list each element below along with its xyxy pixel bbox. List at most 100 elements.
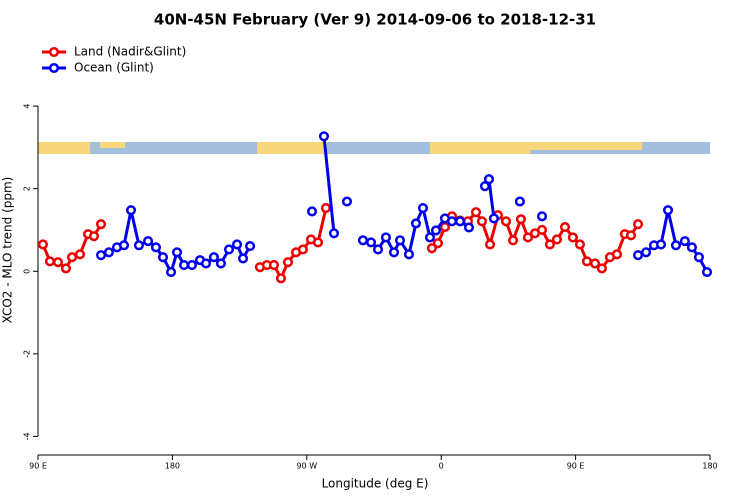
point: [143, 236, 154, 247]
point: [268, 260, 279, 271]
point: [446, 216, 458, 227]
point: [470, 207, 482, 218]
mask-land: [38, 142, 90, 154]
point: [328, 228, 340, 239]
x-tick-label: 180: [165, 462, 180, 471]
point: [245, 241, 256, 252]
point: [403, 249, 414, 260]
point: [200, 258, 212, 269]
point: [380, 232, 391, 243]
point: [596, 263, 607, 274]
point: [372, 244, 384, 255]
point: [275, 273, 287, 284]
point: [574, 239, 585, 250]
point: [515, 214, 526, 225]
point: [232, 239, 243, 250]
point: [479, 181, 491, 192]
x-tick-label: 0: [439, 462, 444, 471]
point: [426, 243, 437, 254]
point: [157, 252, 169, 263]
point: [544, 239, 555, 250]
point: [208, 252, 219, 263]
point: [632, 219, 644, 230]
point: [37, 239, 48, 250]
point: [341, 196, 353, 207]
point: [483, 174, 495, 185]
point: [693, 252, 704, 263]
point: [484, 239, 496, 250]
y-tick-label: 2: [23, 186, 32, 191]
point: [589, 258, 601, 269]
point: [679, 236, 690, 247]
legend-marker: [48, 62, 60, 74]
x-tick-label: 90 E: [567, 462, 585, 471]
legend-marker: [48, 46, 60, 58]
point: [536, 224, 548, 236]
point: [125, 205, 137, 216]
point: [670, 240, 682, 251]
point: [150, 242, 162, 253]
x-tick-label: 180: [702, 462, 717, 471]
legend-label: Land (Nadir&Glint): [74, 45, 186, 59]
x-axis-label: Longitude (deg E): [322, 477, 429, 491]
point: [166, 267, 177, 278]
land-mask: [38, 142, 710, 154]
point: [625, 230, 637, 241]
y-tick-label: -2: [23, 350, 32, 358]
point: [282, 257, 294, 268]
point: [514, 196, 525, 207]
y-tick-label: 0: [23, 269, 32, 274]
point: [297, 244, 308, 255]
point: [60, 263, 71, 274]
point: [417, 203, 429, 214]
point: [430, 225, 442, 236]
point: [522, 232, 534, 243]
chart-title: 40N-45N February (Ver 9) 2014-09-06 to 2…: [154, 11, 596, 29]
y-tick-label: 4: [23, 104, 32, 109]
mask-land: [530, 142, 642, 150]
point: [215, 258, 226, 269]
point: [567, 232, 578, 243]
x-tick-label: 90 E: [29, 462, 47, 471]
point: [223, 244, 235, 255]
point: [611, 249, 623, 260]
point: [237, 253, 249, 264]
x-tick-label: 90 W: [296, 462, 317, 471]
point: [52, 257, 64, 268]
point: [507, 235, 519, 246]
point: [424, 232, 436, 243]
point: [476, 216, 488, 227]
point: [365, 237, 377, 248]
point: [103, 247, 114, 258]
point: [133, 240, 144, 251]
point: [559, 222, 571, 233]
point: [118, 240, 130, 251]
point: [551, 234, 562, 245]
point: [463, 222, 475, 233]
point: [536, 211, 548, 222]
legend-label: Ocean (Glint): [74, 61, 154, 75]
point: [394, 235, 406, 246]
point: [701, 267, 713, 278]
point: [454, 216, 466, 227]
point: [488, 213, 499, 224]
point: [632, 250, 644, 261]
point: [306, 206, 318, 217]
point: [388, 247, 400, 258]
point: [186, 260, 198, 271]
point: [410, 218, 422, 229]
y-axis-label: XCO2 - MLO trend (ppm): [1, 177, 15, 324]
point: [320, 203, 331, 214]
mask-land: [257, 142, 327, 154]
point: [432, 238, 443, 249]
point: [178, 260, 190, 271]
mask-land: [100, 142, 125, 148]
point: [655, 239, 667, 250]
point: [95, 250, 107, 261]
point: [641, 247, 652, 258]
point: [66, 252, 78, 263]
point: [318, 131, 330, 142]
point: [357, 235, 368, 246]
y-tick-label: -4: [23, 432, 32, 440]
point: [171, 247, 183, 258]
